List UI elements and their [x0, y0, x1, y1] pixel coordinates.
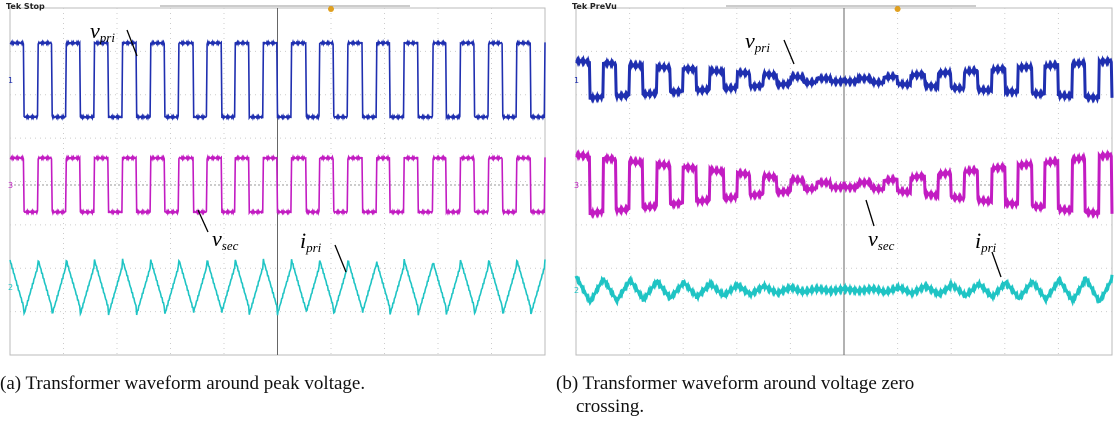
caption: (a) Transformer waveform around peak vol…	[0, 373, 365, 394]
label-subscript: pri	[754, 40, 771, 55]
label-subscript: pri	[99, 30, 116, 45]
label-symbol: v	[868, 226, 878, 251]
channel-marker: 3	[574, 181, 579, 190]
figure: Tek Stop1vpri3vsec2ipri(a) Transformer w…	[0, 0, 1115, 434]
trigger-marker	[895, 6, 901, 12]
label-subscript: sec	[222, 238, 239, 253]
channel-marker: 1	[574, 76, 579, 85]
caption: crossing.	[576, 396, 644, 417]
label-subscript: pri	[305, 240, 322, 255]
channel-marker: 2	[8, 283, 13, 292]
label-symbol: v	[212, 226, 222, 251]
scope-status: Tek Stop	[6, 2, 45, 11]
label-symbol: v	[90, 18, 100, 43]
caption: (b) Transformer waveform around voltage …	[556, 373, 914, 394]
label-subscript: sec	[878, 238, 895, 253]
trigger-marker	[328, 6, 334, 12]
scope-status: Tek PreVu	[572, 2, 617, 11]
channel-marker: 3	[8, 181, 13, 190]
channel-marker: 2	[574, 286, 579, 295]
label-symbol: v	[745, 28, 755, 53]
label-subscript: pri	[980, 240, 997, 255]
channel-marker: 1	[8, 76, 13, 85]
